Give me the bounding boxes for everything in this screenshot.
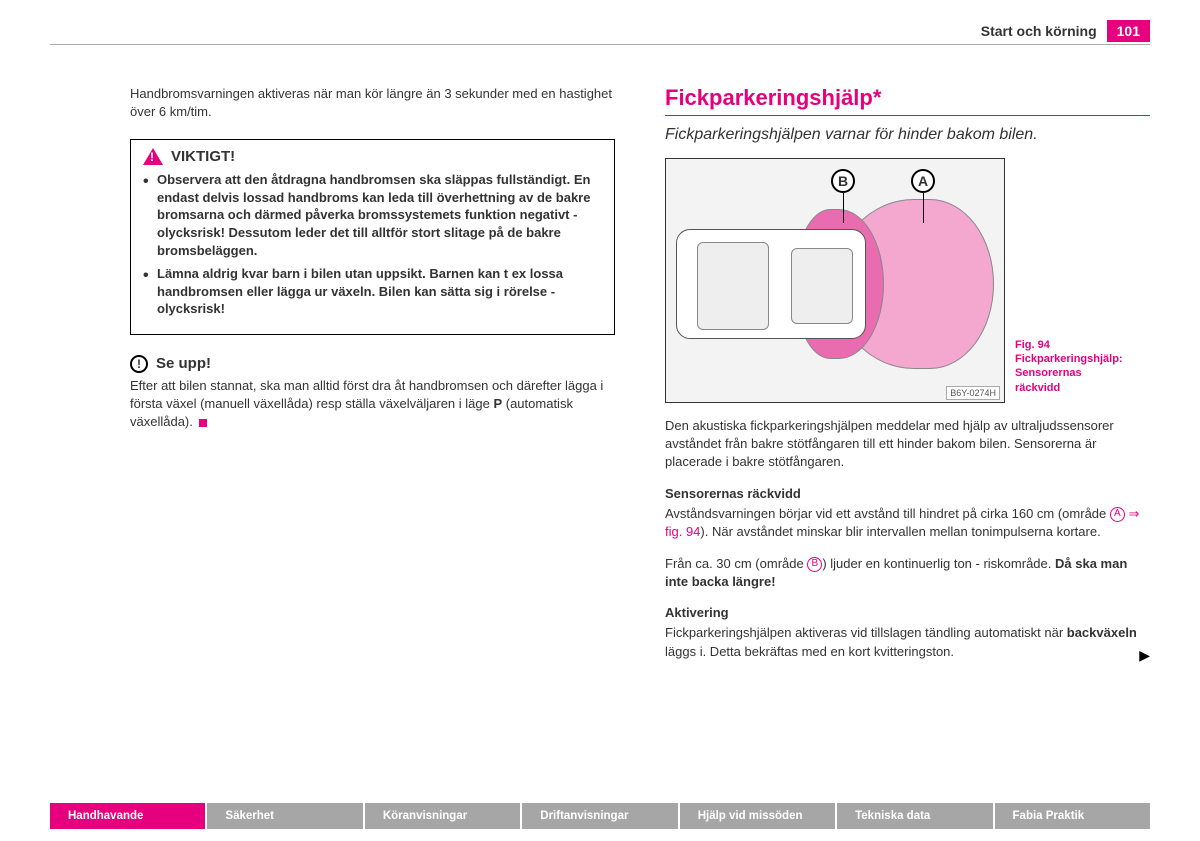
footer-tab-handhavande[interactable]: Handhavande (50, 803, 207, 829)
text: ) ljuder en kontinuerlig ton - riskområd… (822, 556, 1055, 571)
callout-line (843, 193, 844, 223)
text: läggs i. Detta bekräftas med en kort kvi… (665, 644, 954, 659)
paragraph: Från ca. 30 cm (område B) ljuder en kont… (665, 555, 1150, 591)
page-number: 101 (1107, 20, 1150, 42)
warning-triangle-icon (143, 148, 163, 165)
p-letter: P (493, 396, 502, 411)
inline-label-b: B (807, 557, 822, 572)
car-shape (676, 229, 866, 339)
heading-2: Fickparkeringshjälpen varnar för hinder … (665, 126, 1150, 144)
paragraph: Fickparkeringshjälpen aktiveras vid till… (665, 624, 1150, 660)
attention-body: Efter att bilen stannat, ska man alltid … (130, 377, 615, 432)
figure-94: B A B6Y-0274H (665, 158, 1005, 403)
footer-tab-koranvisningar[interactable]: Köranvisningar (365, 803, 522, 829)
subheading: Aktivering (665, 605, 1150, 620)
important-label: VIKTIGT! (171, 148, 235, 165)
left-column: Handbromsvarningen aktiveras när man kör… (50, 85, 615, 675)
paragraph: Avståndsvarningen börjar vid ett avstånd… (665, 505, 1150, 541)
section-title: Start och körning (981, 23, 1097, 39)
text: Fickparkeringshjälpen aktiveras vid till… (665, 625, 1067, 640)
text: Från ca. 30 cm (område (665, 556, 807, 571)
text: Avståndsvarningen börjar vid ett avstånd… (665, 506, 1110, 521)
inline-label-a: A (1110, 507, 1125, 522)
text: ). När avståndet minskar blir intervalle… (700, 524, 1100, 539)
paragraph: Den akustiska fickparkeringshjälpen medd… (665, 417, 1150, 472)
footer-tabs: Handhavande Säkerhet Köranvisningar Drif… (50, 803, 1150, 829)
important-box: VIKTIGT! Observera att den åtdragna hand… (130, 139, 615, 334)
continue-arrow-icon: ▶ (1139, 647, 1150, 664)
right-column: Fickparkeringshjälp* Fickparkeringshjälp… (665, 85, 1150, 675)
figure-caption: Fig. 94 Fickparkeringshjälp: Sensorernas… (1015, 338, 1125, 395)
page-header: Start och körning 101 (50, 20, 1150, 45)
heading-1: Fickparkeringshjälp* (665, 85, 1150, 111)
footer-tab-hjalp[interactable]: Hjälp vid missöden (680, 803, 837, 829)
attention-icon: ! (130, 355, 148, 373)
bold-text: backväxeln (1067, 625, 1137, 640)
intro-text: Handbromsvarningen aktiveras när man kör… (130, 85, 615, 121)
label-b: B (831, 169, 855, 193)
end-marker-icon (199, 419, 207, 427)
footer-tab-fabia[interactable]: Fabia Praktik (995, 803, 1150, 829)
important-item: Observera att den åtdragna handbromsen s… (143, 171, 602, 259)
figure-code: B6Y-0274H (946, 386, 1000, 400)
attention-label: Se upp! (156, 355, 211, 372)
heading-rule (665, 115, 1150, 116)
label-a: A (911, 169, 935, 193)
footer-tab-sakerhet[interactable]: Säkerhet (207, 803, 364, 829)
callout-line (923, 193, 924, 223)
important-item: Lämna aldrig kvar barn i bilen utan upps… (143, 265, 602, 318)
footer-tab-tekniska[interactable]: Tekniska data (837, 803, 994, 829)
footer-tab-driftanvisningar[interactable]: Driftanvisningar (522, 803, 679, 829)
subheading: Sensorernas räckvidd (665, 486, 1150, 501)
